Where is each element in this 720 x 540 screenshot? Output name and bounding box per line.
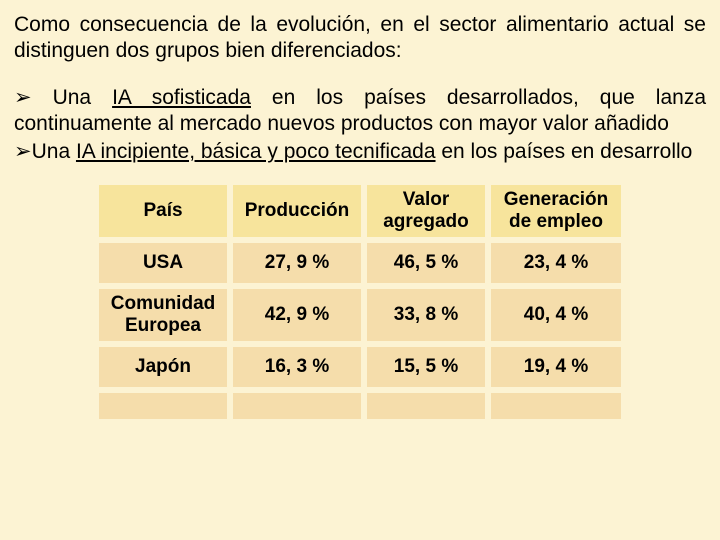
table-header-cell: País <box>99 185 227 237</box>
table-container: País Producción Valor agregado Generació… <box>14 179 706 424</box>
table-cell: 23, 4 % <box>491 243 621 283</box>
table-cell <box>367 393 485 419</box>
table-header-row: País Producción Valor agregado Generació… <box>99 185 621 237</box>
data-table: País Producción Valor agregado Generació… <box>93 179 627 424</box>
bullet-underlined: IA sofisticada <box>112 86 251 109</box>
table-cell <box>491 393 621 419</box>
bullet-arrow-icon: ➢ <box>14 140 32 163</box>
table-cell: Japón <box>99 347 227 387</box>
intro-paragraph: Como consecuencia de la evolución, en el… <box>14 12 706 65</box>
table-cell: 42, 9 % <box>233 289 361 341</box>
bullet-item: ➢Una IA incipiente, básica y poco tecnif… <box>14 139 706 165</box>
table-cell <box>233 393 361 419</box>
table-cell: Comunidad Europea <box>99 289 227 341</box>
table-cell: 27, 9 % <box>233 243 361 283</box>
table-cell: 15, 5 % <box>367 347 485 387</box>
bullet-prefix: Una <box>32 86 112 109</box>
table-header-cell: Producción <box>233 185 361 237</box>
table-row: Comunidad Europea 42, 9 % 33, 8 % 40, 4 … <box>99 289 621 341</box>
bullet-underlined: IA incipiente, básica y poco tecnificada <box>76 140 436 163</box>
table-cell: 19, 4 % <box>491 347 621 387</box>
bullet-arrow-icon: ➢ <box>14 86 32 109</box>
table-header-cell: Generación de empleo <box>491 185 621 237</box>
bullet-list: ➢ Una IA sofisticada en los países desar… <box>14 85 706 166</box>
table-cell: 40, 4 % <box>491 289 621 341</box>
table-row <box>99 393 621 419</box>
table-header-cell: Valor agregado <box>367 185 485 237</box>
table-row: Japón 16, 3 % 15, 5 % 19, 4 % <box>99 347 621 387</box>
table-cell: 16, 3 % <box>233 347 361 387</box>
slide-container: Como consecuencia de la evolución, en el… <box>0 0 720 540</box>
table-row: USA 27, 9 % 46, 5 % 23, 4 % <box>99 243 621 283</box>
table-cell: USA <box>99 243 227 283</box>
bullet-prefix: Una <box>32 140 76 163</box>
table-cell: 33, 8 % <box>367 289 485 341</box>
table-cell: 46, 5 % <box>367 243 485 283</box>
bullet-item: ➢ Una IA sofisticada en los países desar… <box>14 85 706 138</box>
bullet-suffix: en los países en desarrollo <box>436 140 693 163</box>
table-cell <box>99 393 227 419</box>
